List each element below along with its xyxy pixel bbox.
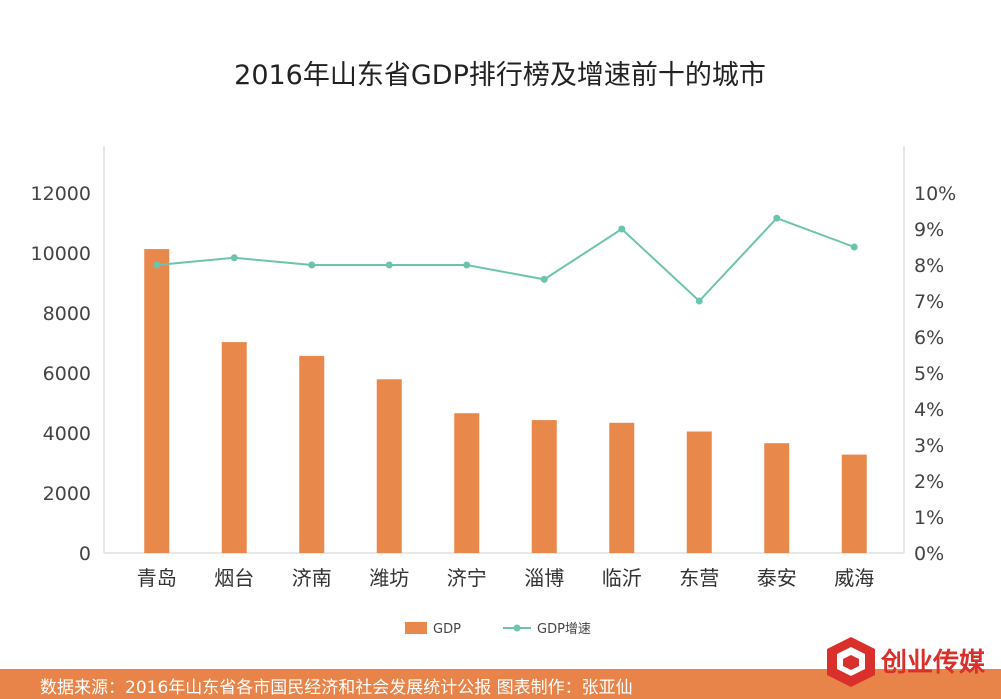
gdp-growth-line: [156, 217, 855, 303]
legend-gdp-swatch: [405, 622, 427, 634]
gdp-bar: [531, 420, 557, 553]
gdp-growth-point: [308, 261, 316, 269]
brand-logo: 创业传媒: [827, 637, 986, 687]
y-left-tick-label: 4000: [43, 423, 91, 445]
gdp-growth-point: [850, 243, 858, 251]
y-left-tick-label: 6000: [43, 363, 91, 385]
legend: GDP GDP增速: [405, 622, 591, 637]
y-right-tick-label: 4%: [914, 399, 944, 421]
gdp-bar: [144, 249, 170, 553]
category-label: 威海: [834, 566, 874, 590]
axes: 0 2000 4000 6000 8000 10000 12000 0% 1% 2% 3% 4% 5% 6…: [31, 146, 956, 565]
brand-name: 创业传媒: [880, 648, 986, 678]
y-right-tick-label: 8%: [914, 255, 944, 277]
y-right-tick-label: 0%: [914, 543, 944, 565]
gdp-bar: [686, 431, 712, 553]
gdp-growth-point: [385, 261, 393, 269]
category-label: 潍坊: [369, 566, 409, 590]
gdp-bar: [454, 413, 480, 553]
legend-gdp-label: GDP: [433, 622, 461, 637]
gdp-growth-point: [230, 254, 238, 262]
legend-growth-marker: [513, 624, 521, 632]
gdp-growth-point: [463, 261, 471, 269]
category-label: 泰安: [757, 566, 797, 590]
footer-source-text: 数据来源：2016年山东省各市国民经济和社会发展统计公报 图表制作：张亚仙: [40, 678, 633, 698]
category-label: 临沂: [602, 566, 642, 590]
line-series: [153, 214, 858, 305]
gdp-growth-point: [540, 275, 548, 283]
chart-title: 2016年山东省GDP排行榜及增速前十的城市: [234, 60, 766, 91]
gdp-bar: [764, 443, 790, 553]
gdp-bar: [609, 422, 635, 553]
category-label: 青岛: [137, 566, 177, 590]
y-left-tick-label: 8000: [43, 303, 91, 325]
category-label: 济南: [292, 566, 332, 590]
gdp-bar: [221, 342, 247, 553]
y-right-tick-label: 2%: [914, 471, 944, 493]
bar-series: [144, 249, 867, 553]
y-left-tick-label: 12000: [31, 183, 91, 205]
y-left-tick-label: 0: [79, 543, 91, 565]
chart: 2016年山东省GDP排行榜及增速前十的城市 0 2000 4000 6000 8000…: [31, 60, 957, 637]
gdp-growth-point: [695, 297, 703, 305]
y-left-tick-label: 2000: [43, 483, 91, 505]
gdp-growth-point: [773, 214, 781, 222]
category-labels: 青岛 烟台 济南 潍坊 济宁 淄博 临沂 东营 泰安 威海: [137, 566, 875, 590]
gdp-bar: [841, 454, 867, 553]
category-label: 东营: [679, 566, 719, 590]
category-label: 淄博: [524, 566, 564, 590]
y-right-tick-label: 10%: [914, 183, 956, 205]
category-label: 烟台: [214, 566, 254, 590]
legend-growth-label: GDP增速: [537, 622, 591, 637]
category-label: 济宁: [447, 566, 487, 590]
y-left-tick-label: 10000: [31, 243, 91, 265]
y-right-tick-label: 7%: [914, 291, 944, 313]
logo-cube-icon: [827, 637, 875, 687]
gdp-bar: [376, 379, 402, 553]
y-right-tick-label: 3%: [914, 435, 944, 457]
y-right-tick-label: 1%: [914, 507, 944, 529]
gdp-bar: [299, 355, 325, 553]
y-right-tick-label: 6%: [914, 327, 944, 349]
y-right-tick-label: 9%: [914, 219, 944, 241]
y-right-tick-label: 5%: [914, 363, 944, 385]
gdp-growth-point: [618, 225, 626, 233]
gdp-growth-point: [153, 261, 161, 269]
